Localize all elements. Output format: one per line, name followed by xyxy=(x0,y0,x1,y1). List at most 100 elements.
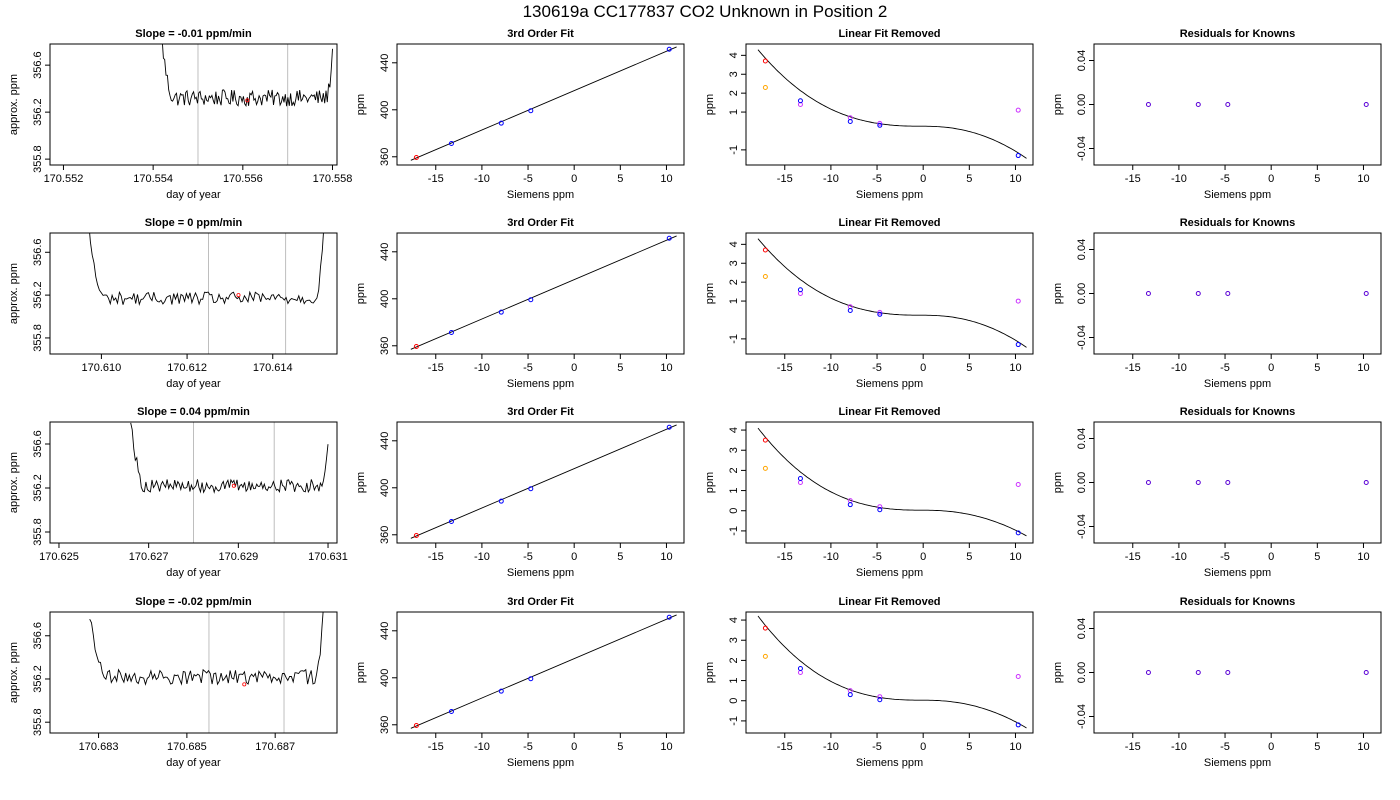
sample-marker xyxy=(231,483,236,488)
target-point xyxy=(413,343,419,349)
x-tick-label: -5 xyxy=(872,741,882,753)
x-tick-label: -10 xyxy=(474,173,490,185)
x-tick-label: 170.685 xyxy=(167,741,207,753)
known-point xyxy=(498,688,504,694)
x-tick-label: -15 xyxy=(428,551,444,563)
y-tick-label: -0.04 xyxy=(1076,325,1088,350)
x-axis-label: Siemens ppm xyxy=(856,378,923,390)
x-tick-label: 0 xyxy=(1268,741,1274,753)
plot-area xyxy=(1145,670,1369,675)
plot-area xyxy=(89,233,324,354)
panel-1-time-series: Slope = -0.01 ppm/min 170.552 170.554 170.5… xyxy=(8,28,352,201)
x-tick-label: 170.687 xyxy=(255,741,295,753)
panel-1-fit: 3rd Order Fit -15 -10 -5 0 5 10 360 400 440 Siemen… xyxy=(355,28,685,201)
x-tick-label: 5 xyxy=(1314,551,1320,563)
cubic-curve xyxy=(757,49,1027,159)
y-tick-label: 1 xyxy=(728,298,740,304)
x-tick-label: -10 xyxy=(1171,173,1187,185)
plot-area xyxy=(1145,291,1369,296)
known-point xyxy=(797,475,803,481)
y-tick-label: 0.00 xyxy=(1076,94,1088,115)
x-tick-label: 170.558 xyxy=(313,173,353,185)
y-tick-label: 356.6 xyxy=(32,239,44,267)
y-tick-label: 4 xyxy=(728,52,740,58)
y-tick-label: 440 xyxy=(379,243,391,261)
panel-3-time-series: Slope = 0.04 ppm/min 170.625 170.627 170.62… xyxy=(8,406,348,579)
y-tick-label: 1 xyxy=(728,488,740,494)
known-point xyxy=(666,46,672,52)
known-point xyxy=(877,122,883,128)
x-tick-label: 5 xyxy=(966,551,972,563)
x-tick-label: 5 xyxy=(617,362,623,374)
concentration-trace xyxy=(89,233,324,307)
x-tick-label: -15 xyxy=(428,173,444,185)
plot-frame xyxy=(745,421,1034,544)
x-axis-label: Siemens ppm xyxy=(507,189,574,201)
x-tick-label: -5 xyxy=(1220,173,1230,185)
plot-area xyxy=(1145,102,1369,107)
y-tick-label: -1 xyxy=(728,145,740,155)
x-tick-label: 0 xyxy=(1268,551,1274,563)
known-point xyxy=(877,697,883,703)
x-tick-label: 5 xyxy=(1314,173,1320,185)
panel-1-residuals: Residuals for Knowns -15 -10 -5 0 5 10 -0.04 0.0… xyxy=(1052,28,1382,201)
concentration-trace xyxy=(130,422,329,494)
plot-frame xyxy=(1093,232,1382,355)
known-point xyxy=(666,235,672,241)
y-tick-label: 2 xyxy=(728,90,740,96)
linear-residual-point xyxy=(1015,482,1021,488)
x-tick-label: 5 xyxy=(1314,362,1320,374)
x-tick-label: -10 xyxy=(823,551,839,563)
known-point xyxy=(528,297,534,303)
x-tick-label: 0 xyxy=(571,173,577,185)
x-tick-label: -10 xyxy=(823,173,839,185)
x-tick-label: -5 xyxy=(1220,741,1230,753)
y-tick-label: -1 xyxy=(728,716,740,726)
linear-residual-point xyxy=(877,120,883,126)
panel-2-time-series: Slope = 0 ppm/min 170.610 170.612 170.614 35… xyxy=(8,217,338,390)
panel-1-linear-fit-removed: Linear Fit Removed -15 -10 -5 0 5 10 -1 1 2 3 4 Siem… xyxy=(704,28,1034,201)
figure-title: 130619a CC177837 CO2 Unknown in Position… xyxy=(523,2,888,21)
known-point xyxy=(666,614,672,620)
known-point xyxy=(448,141,454,147)
x-axis-label: Siemens ppm xyxy=(1204,567,1271,579)
target-point xyxy=(413,532,419,538)
x-tick-label: 170.683 xyxy=(79,741,119,753)
plot-frame xyxy=(49,232,338,355)
y-axis-label: ppm xyxy=(704,662,716,683)
y-tick-label: -1 xyxy=(728,526,740,536)
y-tick-label: 1 xyxy=(728,109,740,115)
known-point xyxy=(666,424,672,430)
panel-title: Slope = -0.02 ppm/min xyxy=(135,596,252,608)
y-axis-label: ppm xyxy=(355,94,367,115)
sample-marker xyxy=(245,98,250,103)
panel-4-time-series: Slope = -0.02 ppm/min 170.683 170.685 170.6… xyxy=(8,596,338,769)
y-tick-label: 360 xyxy=(379,526,391,544)
x-tick-label: 10 xyxy=(660,741,672,753)
y-tick-label: 0 xyxy=(728,698,740,704)
y-axis-label: ppm xyxy=(1052,283,1064,304)
y-tick-label: 400 xyxy=(379,290,391,308)
y-tick-label: 440 xyxy=(379,622,391,640)
y-axis-label: ppm xyxy=(1052,662,1064,683)
x-tick-label: -15 xyxy=(777,551,793,563)
residual-point xyxy=(1195,102,1201,107)
x-tick-label: 170.556 xyxy=(223,173,263,185)
y-tick-label: 3 xyxy=(728,447,740,453)
x-tick-label: -5 xyxy=(523,362,533,374)
y-axis-label: approx. ppm xyxy=(8,263,20,324)
known-point xyxy=(498,309,504,315)
known-point xyxy=(797,665,803,671)
y-axis-label: approx. ppm xyxy=(8,642,20,703)
known-point xyxy=(877,311,883,317)
known-point xyxy=(847,502,853,508)
x-tick-label: 10 xyxy=(1357,173,1369,185)
x-tick-label: -10 xyxy=(1171,551,1187,563)
y-tick-label: 0.04 xyxy=(1076,428,1088,449)
x-axis-label: day of year xyxy=(166,378,221,390)
y-axis-label: ppm xyxy=(355,662,367,683)
x-tick-label: 0 xyxy=(1268,173,1274,185)
y-tick-label: 356.6 xyxy=(32,51,44,79)
residual-point xyxy=(1225,102,1231,107)
